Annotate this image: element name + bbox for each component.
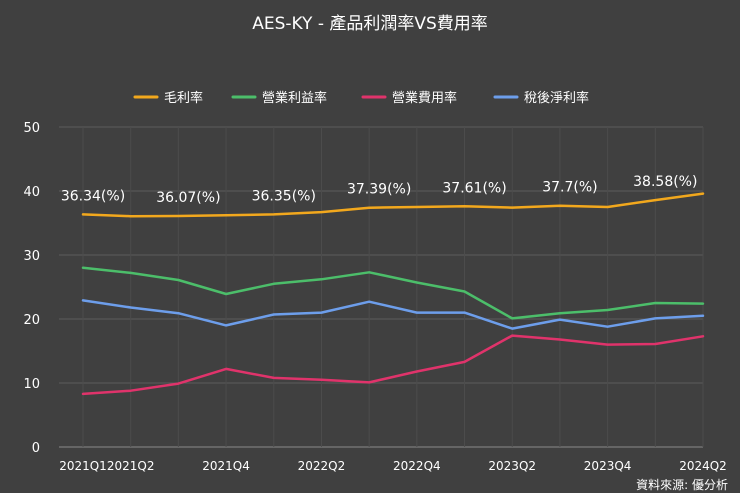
x-tick-label: 2023Q2 [488,459,536,473]
series-line-2 [81,334,705,396]
legend-label-0: 毛利率 [164,90,203,106]
series-line-0 [81,192,705,218]
data-label: 36.34(%) [61,188,125,204]
data-label: 36.07(%) [156,190,220,206]
x-tick-label: 2023Q4 [584,459,632,473]
legend-label-2: 營業費用率 [392,90,457,106]
x-tick-label: 2022Q2 [298,459,346,473]
chart-title: AES-KY - 產品利潤率VS費用率 [252,14,488,34]
legend-label-3: 稅後淨利率 [524,90,589,106]
y-tick-label: 20 [23,313,40,328]
data-label: 37.39(%) [347,182,411,198]
y-tick-label: 40 [23,185,40,200]
series-lines [81,192,705,396]
series-line-3 [81,299,705,330]
x-tick-label: 2022Q4 [393,459,441,473]
series-line-1 [81,266,705,320]
data-label: 37.7(%) [542,180,597,196]
x-tick-label: 2021Q4 [202,459,250,473]
data-label: 38.58(%) [633,174,697,190]
y-tick-label: 0 [32,441,40,456]
data-label: 36.35(%) [252,188,316,204]
y-tick-label: 10 [23,377,40,392]
grid [59,126,704,448]
x-axis-ticks: 2021Q1 2021Q2 2021Q4 2022Q2 2022Q4 2023Q2 2023… [59,459,727,473]
legend-label-1: 營業利益率 [262,90,327,106]
x-tick-label: 2021Q1 [59,459,107,473]
source-note: 資料來源: 優分析 [636,478,728,492]
y-tick-label: 50 [23,121,40,136]
legend: 毛利率 營業利益率 營業費用率 稅後淨利率 [133,90,589,106]
x-tick-label: 2021Q2 [107,459,155,473]
y-tick-label: 30 [23,249,40,264]
x-tick-label: 2024Q2 [679,459,727,473]
y-axis-ticks: 0 10 20 30 40 50 [23,121,40,456]
data-labels: 36.34(%) 36.07(%) 36.35(%) 37.39(%) 37.61(%)… [61,174,698,206]
data-label: 37.61(%) [442,180,506,196]
